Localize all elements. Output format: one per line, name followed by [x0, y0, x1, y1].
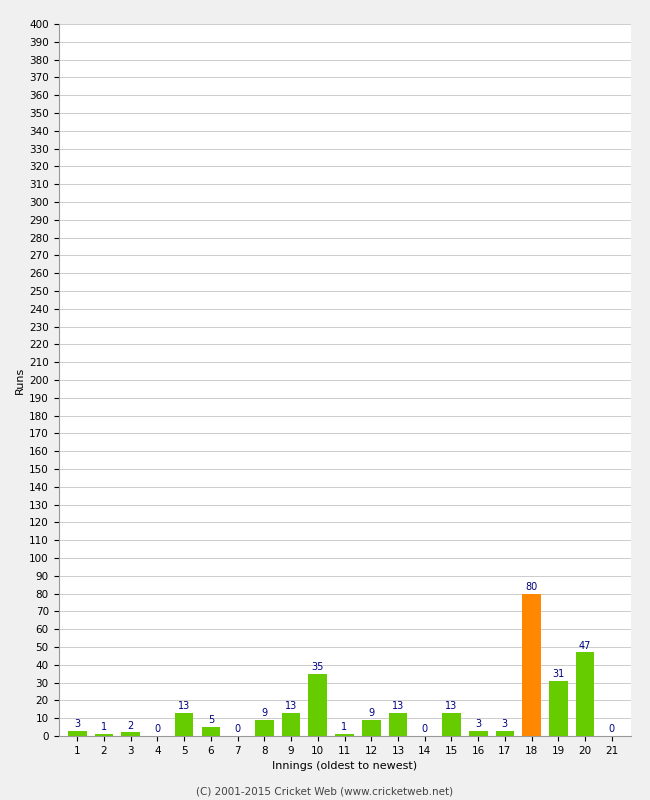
Bar	[175, 713, 194, 736]
Bar	[389, 713, 408, 736]
Text: 13: 13	[178, 701, 190, 711]
Bar	[68, 730, 86, 736]
Text: 13: 13	[285, 701, 297, 711]
Text: 1: 1	[341, 722, 348, 733]
Text: 35: 35	[311, 662, 324, 672]
Bar	[469, 730, 488, 736]
Text: 47: 47	[579, 641, 592, 650]
Text: 31: 31	[552, 669, 564, 679]
X-axis label: Innings (oldest to newest): Innings (oldest to newest)	[272, 762, 417, 771]
Bar	[281, 713, 300, 736]
Text: 13: 13	[392, 701, 404, 711]
Y-axis label: Runs: Runs	[15, 366, 25, 394]
Bar	[362, 720, 381, 736]
Text: 9: 9	[261, 708, 267, 718]
Bar	[308, 674, 327, 736]
Text: 3: 3	[502, 719, 508, 729]
Text: 0: 0	[422, 724, 428, 734]
Bar	[335, 734, 354, 736]
Bar	[576, 652, 594, 736]
Bar	[255, 720, 274, 736]
Bar	[202, 727, 220, 736]
Text: 2: 2	[127, 721, 134, 730]
Bar	[522, 594, 541, 736]
Text: 0: 0	[154, 724, 161, 734]
Bar	[495, 730, 514, 736]
Text: 3: 3	[475, 719, 481, 729]
Text: (C) 2001-2015 Cricket Web (www.cricketweb.net): (C) 2001-2015 Cricket Web (www.cricketwe…	[196, 786, 454, 796]
Text: 80: 80	[525, 582, 538, 592]
Text: 1: 1	[101, 722, 107, 733]
Text: 13: 13	[445, 701, 458, 711]
Text: 3: 3	[74, 719, 80, 729]
Bar	[549, 681, 567, 736]
Bar	[442, 713, 461, 736]
Bar	[95, 734, 113, 736]
Text: 5: 5	[208, 715, 214, 726]
Text: 9: 9	[368, 708, 374, 718]
Text: 0: 0	[235, 724, 240, 734]
Bar	[122, 733, 140, 736]
Text: 0: 0	[609, 724, 615, 734]
